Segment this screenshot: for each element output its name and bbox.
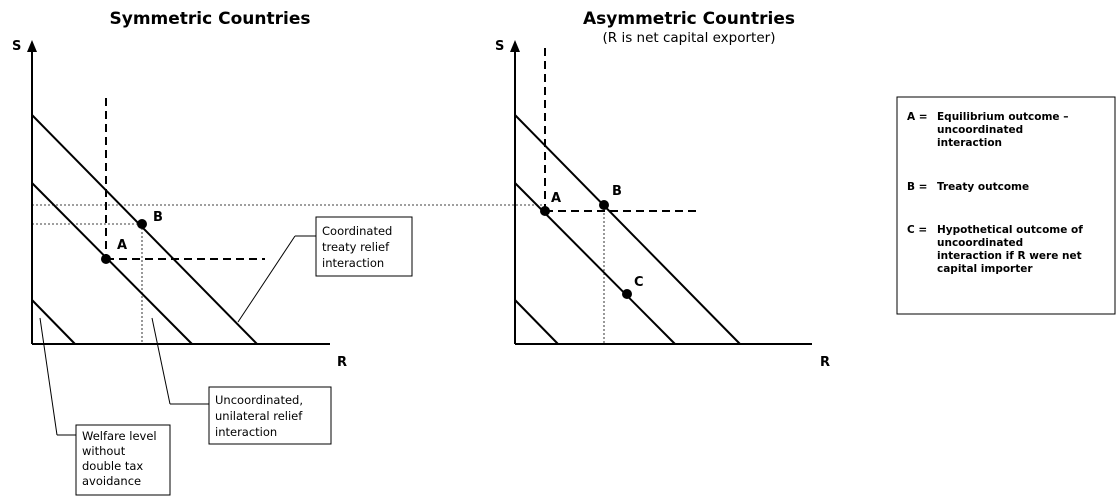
right-point-a (540, 206, 550, 216)
legend-c-line-4: capital importer (937, 263, 1033, 275)
left-point-a-label: A (117, 238, 127, 253)
callout-welfare-line-4: avoidance (82, 474, 141, 488)
callout-welfare-line-2: without (82, 444, 126, 458)
legend: A = Equilibrium outcome – uncoordinated … (896, 96, 1116, 315)
right-point-c (622, 289, 632, 299)
callout-coordinated-box (315, 216, 413, 277)
callout-coordinated-leader (237, 235, 296, 323)
right-panel: Asymmetric Countries (R is net capital e… (495, 9, 830, 370)
legend-a-line-2: uncoordinated (937, 124, 1023, 136)
callout-welfare: Welfare level without double tax avoidan… (39, 317, 171, 496)
left-y-axis-label: S (12, 39, 21, 54)
legend-box (896, 96, 1116, 315)
callout-uncoordinated: Uncoordinated, unilateral relief interac… (151, 317, 332, 445)
left-y-arrowhead (27, 40, 37, 52)
left-welfare-line-low (31, 299, 76, 345)
callout-coordinated-line-3: interaction (322, 256, 384, 270)
right-welfare-line-mid (514, 182, 676, 345)
callout-uncoordinated-box (208, 386, 332, 445)
legend-key-b: B = (907, 181, 927, 193)
right-welfare-line-low (514, 299, 559, 345)
legend-a-line-1: Equilibrium outcome – (937, 111, 1068, 123)
right-point-b (599, 200, 609, 210)
left-point-b-label: B (153, 210, 163, 225)
left-welfare-line-high (31, 114, 258, 345)
right-title: Asymmetric Countries (583, 9, 795, 29)
legend-b-line-1: Treaty outcome (937, 181, 1029, 193)
callout-welfare-box (75, 424, 171, 496)
legend-c-line-2: uncoordinated (937, 237, 1023, 249)
right-point-b-label: B (612, 184, 622, 199)
right-y-axis-label: S (495, 39, 504, 54)
legend-key-c: C = (907, 224, 927, 236)
left-point-a (101, 254, 111, 264)
callout-coordinated-line-2: treaty relief (322, 240, 390, 254)
callout-uncoordinated-leader (151, 317, 171, 405)
right-x-axis-label: R (820, 355, 830, 370)
callout-welfare-line-1: Welfare level (82, 429, 157, 443)
callout-coordinated-line-1: Coordinated (322, 224, 392, 238)
right-subtitle: (R is net capital exporter) (603, 30, 776, 46)
legend-key-a: A = (907, 111, 928, 123)
callout-coordinated: Coordinated treaty relief interaction (237, 216, 413, 323)
callout-uncoordinated-line-3: interaction (215, 425, 277, 439)
left-x-axis-label: R (337, 355, 347, 370)
left-welfare-line-mid (31, 182, 193, 345)
callout-uncoordinated-line-2: unilateral relief (215, 409, 303, 423)
right-point-a-label: A (551, 191, 561, 206)
left-point-b (137, 219, 147, 229)
legend-c-line-1: Hypothetical outcome of (937, 224, 1083, 236)
callout-welfare-line-3: double tax (82, 459, 143, 473)
legend-a-line-3: interaction (937, 137, 1002, 149)
right-welfare-line-high (514, 114, 741, 345)
right-y-arrowhead (510, 40, 520, 52)
left-panel: Symmetric Countries S R A B (12, 9, 347, 370)
callout-uncoordinated-line-1: Uncoordinated, (215, 393, 303, 407)
right-point-c-label: C (634, 275, 644, 290)
legend-c-line-3: interaction if R were net (937, 250, 1082, 262)
callout-welfare-leader (39, 317, 58, 436)
left-title: Symmetric Countries (110, 9, 311, 29)
